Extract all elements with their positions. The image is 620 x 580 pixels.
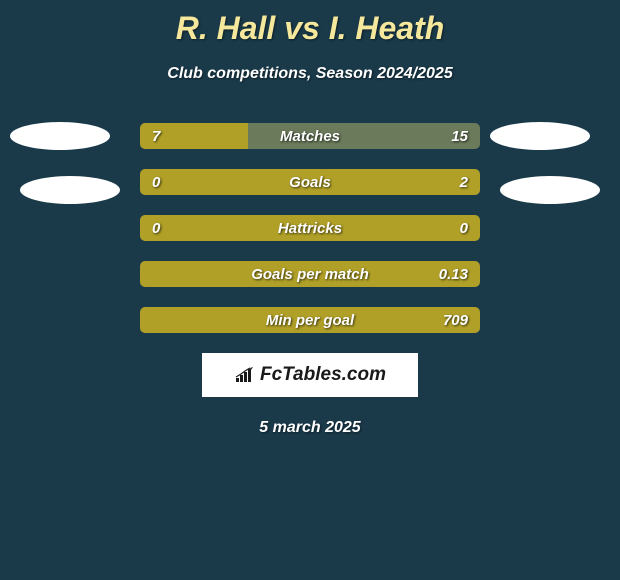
logo: FcTables.com — [234, 364, 386, 386]
stat-right-value: 709 — [443, 307, 468, 333]
comparison-title: R. Hall vs I. Heath — [0, 0, 620, 47]
stat-label: Goals per match — [140, 261, 480, 287]
stat-row: 0Hattricks0 — [140, 215, 480, 241]
stat-right-value: 15 — [451, 123, 468, 149]
comparison-subtitle: Club competitions, Season 2024/2025 — [0, 65, 620, 83]
stat-row: 7Matches15 — [140, 123, 480, 149]
stat-label: Min per goal — [140, 307, 480, 333]
stat-row: 0Goals2 — [140, 169, 480, 195]
chart-icon — [234, 366, 256, 384]
player-oval — [10, 122, 110, 150]
player-oval — [500, 176, 600, 204]
stat-right-value: 2 — [460, 169, 468, 195]
stat-right-value: 0 — [460, 215, 468, 241]
player-oval — [20, 176, 120, 204]
stat-row: Min per goal709 — [140, 307, 480, 333]
stat-label: Goals — [140, 169, 480, 195]
stat-label: Hattricks — [140, 215, 480, 241]
stat-row: Goals per match0.13 — [140, 261, 480, 287]
logo-box: FcTables.com — [202, 353, 418, 397]
stats-container: 7Matches150Goals20Hattricks0Goals per ma… — [140, 123, 480, 333]
comparison-date: 5 march 2025 — [0, 419, 620, 437]
logo-text: FcTables.com — [260, 364, 386, 386]
player-oval — [490, 122, 590, 150]
stat-label: Matches — [140, 123, 480, 149]
stat-right-value: 0.13 — [439, 261, 468, 287]
